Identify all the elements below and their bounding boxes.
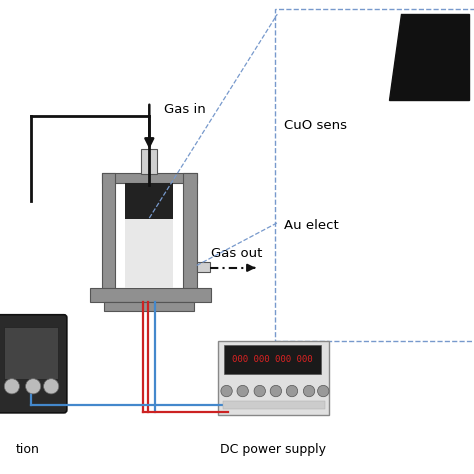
Circle shape	[44, 379, 59, 394]
Text: DC power supply: DC power supply	[219, 443, 326, 456]
Bar	[90, 288, 211, 302]
Bar	[104, 302, 194, 311]
FancyBboxPatch shape	[0, 315, 67, 413]
Polygon shape	[389, 14, 469, 100]
Text: 000 000 000 000: 000 000 000 000	[232, 356, 313, 364]
Circle shape	[4, 379, 19, 394]
Circle shape	[237, 385, 248, 397]
Bar	[224, 345, 321, 374]
Bar	[141, 149, 157, 174]
Bar	[183, 173, 197, 299]
Bar	[125, 183, 173, 219]
Circle shape	[270, 385, 282, 397]
Text: Gas out: Gas out	[211, 247, 262, 260]
Bar	[125, 219, 173, 288]
Circle shape	[26, 379, 41, 394]
Circle shape	[254, 385, 265, 397]
Bar	[102, 173, 115, 299]
Bar	[4, 327, 58, 379]
Circle shape	[318, 385, 329, 397]
Text: tion: tion	[16, 443, 39, 456]
Bar	[197, 262, 210, 272]
Bar	[102, 173, 197, 183]
Bar	[275, 9, 474, 341]
Bar	[218, 341, 329, 415]
Text: Au elect: Au elect	[284, 219, 339, 232]
Text: Gas in: Gas in	[164, 102, 205, 116]
Circle shape	[303, 385, 315, 397]
Bar	[223, 401, 325, 409]
Circle shape	[221, 385, 232, 397]
Text: CuO sens: CuO sens	[284, 119, 347, 132]
Circle shape	[286, 385, 298, 397]
